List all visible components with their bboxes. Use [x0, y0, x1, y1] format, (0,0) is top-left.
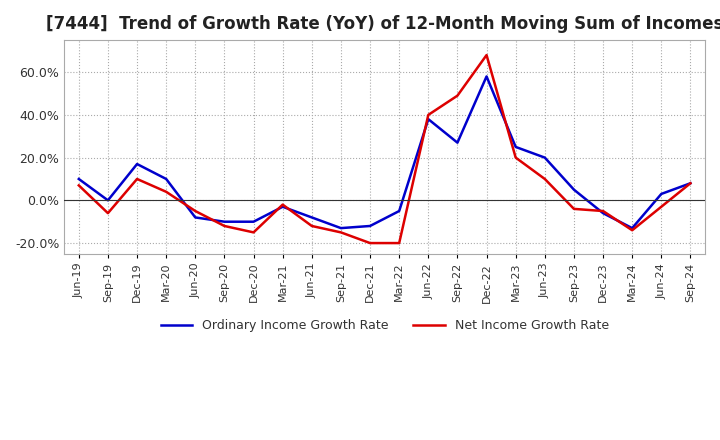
Ordinary Income Growth Rate: [541, 155, 549, 160]
Ordinary Income Growth Rate: [279, 204, 287, 209]
Ordinary Income Growth Rate: [337, 225, 346, 231]
Ordinary Income Growth Rate: [104, 198, 112, 203]
Net Income Growth Rate: [599, 209, 608, 214]
Ordinary Income Growth Rate: [366, 224, 374, 229]
Ordinary Income Growth Rate: [511, 144, 520, 150]
Ordinary Income Growth Rate: [162, 176, 171, 182]
Ordinary Income Growth Rate: [191, 215, 199, 220]
Net Income Growth Rate: [395, 240, 403, 246]
Ordinary Income Growth Rate: [424, 117, 433, 122]
Legend: Ordinary Income Growth Rate, Net Income Growth Rate: Ordinary Income Growth Rate, Net Income …: [156, 314, 613, 337]
Net Income Growth Rate: [511, 155, 520, 160]
Ordinary Income Growth Rate: [686, 180, 695, 186]
Net Income Growth Rate: [307, 224, 316, 229]
Ordinary Income Growth Rate: [570, 187, 578, 192]
Title: [7444]  Trend of Growth Rate (YoY) of 12-Month Moving Sum of Incomes: [7444] Trend of Growth Rate (YoY) of 12-…: [46, 15, 720, 33]
Net Income Growth Rate: [570, 206, 578, 212]
Ordinary Income Growth Rate: [220, 219, 229, 224]
Ordinary Income Growth Rate: [628, 225, 636, 231]
Net Income Growth Rate: [104, 210, 112, 216]
Net Income Growth Rate: [453, 93, 462, 98]
Ordinary Income Growth Rate: [395, 209, 403, 214]
Ordinary Income Growth Rate: [599, 210, 608, 216]
Net Income Growth Rate: [279, 202, 287, 207]
Ordinary Income Growth Rate: [249, 219, 258, 224]
Net Income Growth Rate: [657, 204, 665, 209]
Net Income Growth Rate: [249, 230, 258, 235]
Net Income Growth Rate: [191, 209, 199, 214]
Ordinary Income Growth Rate: [482, 74, 491, 79]
Net Income Growth Rate: [366, 240, 374, 246]
Net Income Growth Rate: [74, 183, 83, 188]
Ordinary Income Growth Rate: [453, 140, 462, 145]
Net Income Growth Rate: [482, 52, 491, 58]
Ordinary Income Growth Rate: [657, 191, 665, 197]
Net Income Growth Rate: [628, 227, 636, 233]
Ordinary Income Growth Rate: [307, 215, 316, 220]
Net Income Growth Rate: [220, 224, 229, 229]
Net Income Growth Rate: [337, 230, 346, 235]
Net Income Growth Rate: [162, 189, 171, 194]
Line: Net Income Growth Rate: Net Income Growth Rate: [78, 55, 690, 243]
Net Income Growth Rate: [686, 180, 695, 186]
Ordinary Income Growth Rate: [74, 176, 83, 182]
Net Income Growth Rate: [132, 176, 141, 182]
Ordinary Income Growth Rate: [132, 161, 141, 167]
Net Income Growth Rate: [424, 112, 433, 117]
Line: Ordinary Income Growth Rate: Ordinary Income Growth Rate: [78, 77, 690, 228]
Net Income Growth Rate: [541, 176, 549, 182]
